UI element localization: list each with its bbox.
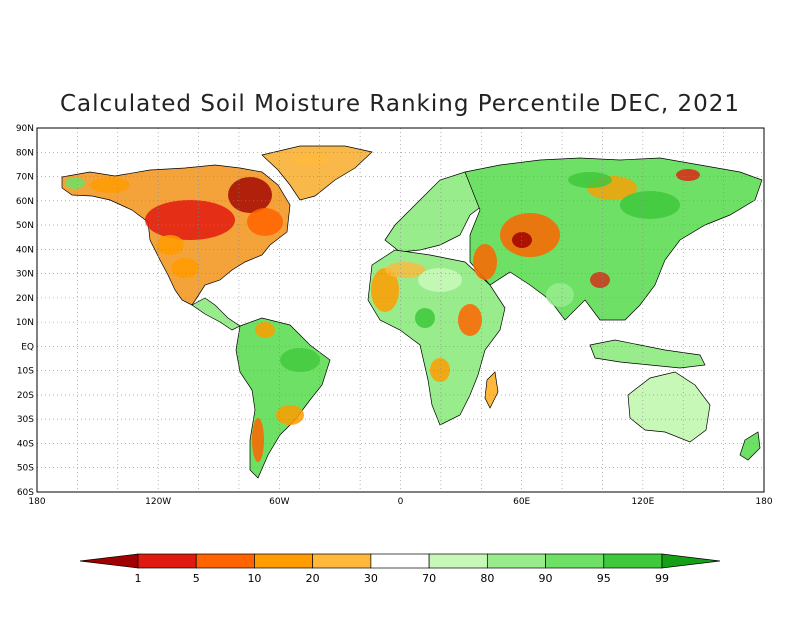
lon-tick-label: 180 bbox=[28, 497, 45, 507]
legend-swatch bbox=[545, 553, 605, 569]
lon-tick-label: 120W bbox=[145, 497, 171, 507]
lat-tick-label: 80N bbox=[16, 148, 34, 158]
legend-tick-label: 30 bbox=[364, 572, 378, 585]
lat-tick-label: 10N bbox=[16, 318, 34, 328]
legend-tick-label: 99 bbox=[655, 572, 669, 585]
lat-tick-label: 30N bbox=[16, 270, 34, 280]
wet-patch-siberia bbox=[620, 191, 680, 219]
dry-patch-central-asia bbox=[512, 232, 532, 248]
legend-swatch bbox=[661, 553, 721, 569]
legend-tick-label: 1 bbox=[135, 572, 142, 585]
legend-swatch bbox=[312, 553, 372, 569]
dry-patch-east-canada bbox=[247, 208, 283, 236]
wet-patch-russia bbox=[568, 172, 612, 188]
legend-swatch bbox=[254, 553, 314, 569]
legend-swatch bbox=[486, 553, 546, 569]
lat-tick-label: 90N bbox=[16, 124, 34, 134]
dry-patch-north-africa bbox=[385, 262, 425, 278]
lat-tick-label: 20N bbox=[16, 294, 34, 304]
land-australia bbox=[627, 371, 711, 443]
dry-patch-chile bbox=[252, 418, 264, 462]
dry-patch-kazakhstan bbox=[500, 213, 560, 257]
dry-patch-middle-east bbox=[473, 244, 497, 280]
latitude-labels: 90N 80N 70N 60N 50N 40N 30N 20N 10N EQ 10S 20S 30S 40… bbox=[16, 124, 34, 498]
lat-tick-label: EQ bbox=[21, 342, 34, 352]
dry-patch-east-africa bbox=[458, 304, 482, 336]
map-frame bbox=[36, 127, 765, 493]
lat-tick-label: 50S bbox=[17, 464, 34, 474]
legend-tick-label: 90 bbox=[539, 572, 553, 585]
dry-patch-far-east bbox=[676, 169, 700, 181]
dry-patch-alaska bbox=[90, 177, 130, 193]
lat-tick-label: 20S bbox=[17, 391, 34, 401]
dry-patch-brazil-north bbox=[255, 322, 275, 338]
dry-patch-mexico bbox=[171, 258, 199, 278]
dry-patch-western-us bbox=[156, 235, 184, 255]
legend-swatch bbox=[195, 553, 255, 569]
legend-swatch bbox=[137, 553, 197, 569]
legend-swatch bbox=[603, 553, 663, 569]
lat-tick-label: 60N bbox=[16, 197, 34, 207]
dry-patch-southern-africa bbox=[430, 358, 450, 382]
dry-patch-canada bbox=[145, 200, 235, 240]
dry-patch-china bbox=[590, 272, 610, 288]
lon-tick-label: 180 bbox=[755, 497, 772, 507]
lon-tick-label: 60W bbox=[269, 497, 289, 507]
land-asia bbox=[464, 157, 763, 321]
lat-tick-label: 70N bbox=[16, 173, 34, 183]
lat-tick-label: 60S bbox=[17, 488, 34, 498]
wet-patch-congo bbox=[415, 308, 435, 328]
lon-tick-label: 0 bbox=[398, 497, 404, 507]
wet-patch-india bbox=[546, 283, 574, 307]
legend-tick-label: 5 bbox=[193, 572, 200, 585]
legend-tick-label: 80 bbox=[480, 572, 494, 585]
land-new-zealand bbox=[739, 431, 761, 461]
lat-tick-label: 10S bbox=[17, 367, 34, 377]
chart-title: Calculated Soil Moisture Ranking Percent… bbox=[60, 91, 740, 117]
wet-patch-sahara bbox=[418, 268, 462, 292]
wet-patch-alaska bbox=[65, 177, 85, 189]
legend-swatch bbox=[370, 553, 430, 569]
legend-tick-label: 70 bbox=[422, 572, 436, 585]
legend-tick-label: 95 bbox=[597, 572, 611, 585]
lat-tick-label: 50N bbox=[16, 221, 34, 231]
legend-tick-label: 10 bbox=[247, 572, 261, 585]
land-layer bbox=[61, 145, 763, 479]
legend-swatch bbox=[428, 553, 488, 569]
map-gridlines bbox=[37, 128, 764, 492]
wet-patch-amazon bbox=[280, 348, 320, 372]
lat-tick-label: 40S bbox=[17, 439, 34, 449]
legend-tick-label: 20 bbox=[306, 572, 320, 585]
land-greenland bbox=[261, 145, 373, 201]
lon-tick-label: 120E bbox=[631, 497, 654, 507]
longitude-labels: 180 120W 60W 0 60E 120E 180 bbox=[28, 497, 772, 507]
lat-tick-label: 40N bbox=[16, 245, 34, 255]
dry-patch-west-africa bbox=[371, 268, 399, 312]
lat-tick-label: 30S bbox=[17, 415, 34, 425]
lon-tick-label: 60E bbox=[513, 497, 530, 507]
dry-patch-argentina bbox=[276, 405, 304, 425]
legend-swatch bbox=[79, 553, 139, 569]
land-indonesia bbox=[589, 339, 706, 369]
